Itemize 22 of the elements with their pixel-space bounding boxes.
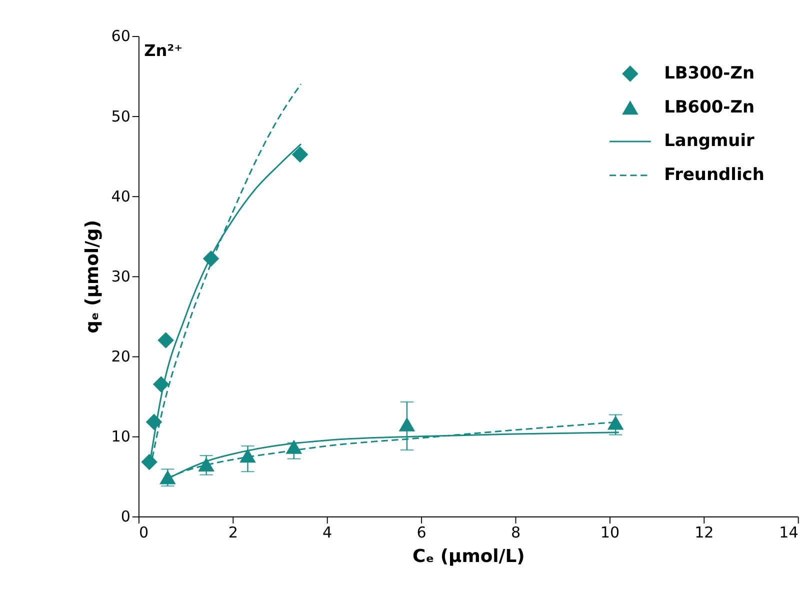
x-tick-label: 0 bbox=[138, 524, 149, 542]
x-tick-label: 8 bbox=[510, 524, 521, 542]
x-tick-label: 4 bbox=[322, 524, 332, 542]
y-tick-label: 50 bbox=[111, 107, 130, 126]
y-tick-label: 10 bbox=[111, 428, 130, 446]
x-axis-title: Cₑ (μmol/L) bbox=[412, 546, 525, 568]
legend-label: LB300-Zn bbox=[664, 62, 755, 82]
x-tick-label: 10 bbox=[600, 524, 620, 542]
legend-label: Langmuir bbox=[664, 130, 756, 150]
legend-label: LB600-Zn bbox=[664, 96, 755, 116]
y-tick-label: 20 bbox=[111, 347, 130, 366]
legend-label: Freundlich bbox=[664, 164, 764, 184]
x-tick-label: 14 bbox=[779, 524, 798, 542]
y-tick-label: 0 bbox=[120, 508, 130, 526]
y-tick-label: 60 bbox=[111, 27, 130, 46]
y-tick-label: 30 bbox=[111, 267, 130, 286]
x-tick-label: 2 bbox=[228, 524, 238, 542]
x-tick-label: 12 bbox=[694, 524, 714, 542]
y-tick-label: 40 bbox=[111, 187, 130, 206]
y-axis-title: qₑ (μmol/g) bbox=[82, 220, 104, 334]
annotation: Zn²⁺ bbox=[144, 40, 183, 60]
x-tick-label: 6 bbox=[416, 524, 426, 542]
